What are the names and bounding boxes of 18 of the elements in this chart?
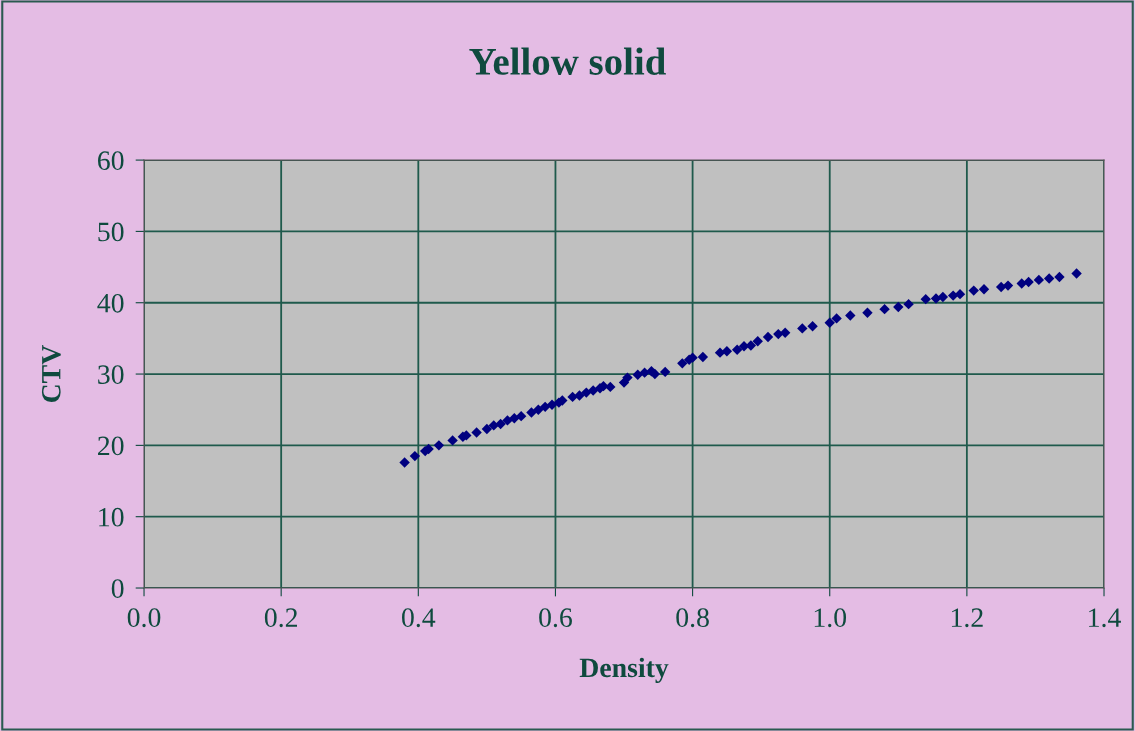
x-axis-title: Density <box>579 657 669 683</box>
y-tick-label: 30 <box>98 365 124 384</box>
x-tick-label: 0.0 <box>127 608 161 628</box>
x-tick-label: 0.6 <box>539 608 572 628</box>
y-tick-label: 50 <box>98 222 124 242</box>
x-tick-label: 0.4 <box>402 608 436 628</box>
y-tick-label: 20 <box>98 436 124 456</box>
y-tick-label: 60 <box>98 151 124 170</box>
y-axis-title: CTV <box>41 345 61 403</box>
x-tick-label: 0.2 <box>264 608 297 628</box>
y-tick-label: 0 <box>111 579 124 598</box>
x-tick-label: 1.0 <box>814 608 847 628</box>
x-tick-label: 0.8 <box>676 608 709 628</box>
x-tick-label: 1.2 <box>951 608 983 628</box>
y-tick-label: 10 <box>99 507 124 527</box>
x-tick-label: 1.4 <box>1089 608 1121 628</box>
chart-title: Yellow solid <box>469 47 666 75</box>
y-tick-label: 40 <box>97 293 124 313</box>
